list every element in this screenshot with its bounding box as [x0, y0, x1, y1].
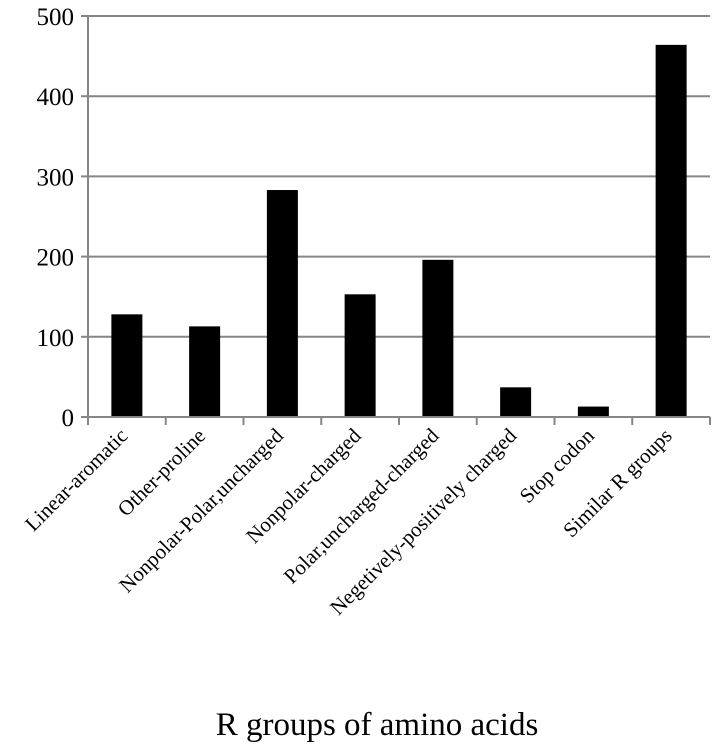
bar [500, 387, 532, 417]
bar [344, 294, 376, 417]
bar [422, 259, 454, 417]
y-tick-label: 400 [37, 84, 75, 111]
y-tick-label: 100 [37, 325, 75, 352]
x-category-label: Polar,uncharged-charged [279, 423, 444, 588]
y-tick-labels: 0 100 200 300 400 500 [37, 4, 75, 432]
bar [266, 190, 298, 417]
bar [189, 326, 221, 417]
y-tick-label: 300 [37, 164, 75, 191]
x-category-labels: Linear-aromaticOther-prolineNonpolar-Pol… [20, 423, 677, 619]
axes [81, 15, 711, 425]
bar [577, 406, 609, 417]
bar [111, 314, 143, 417]
x-category-label: Linear-aromatic [20, 424, 132, 536]
x-axis-title: R groups of amino acids [216, 707, 539, 743]
bar [655, 44, 687, 417]
x-category-label: Stop codon [515, 423, 600, 508]
y-tick-label: 500 [37, 4, 75, 31]
y-tick-label: 0 [62, 405, 75, 432]
bars [111, 44, 687, 417]
y-tick-label: 200 [37, 245, 75, 272]
gridlines [88, 15, 710, 338]
